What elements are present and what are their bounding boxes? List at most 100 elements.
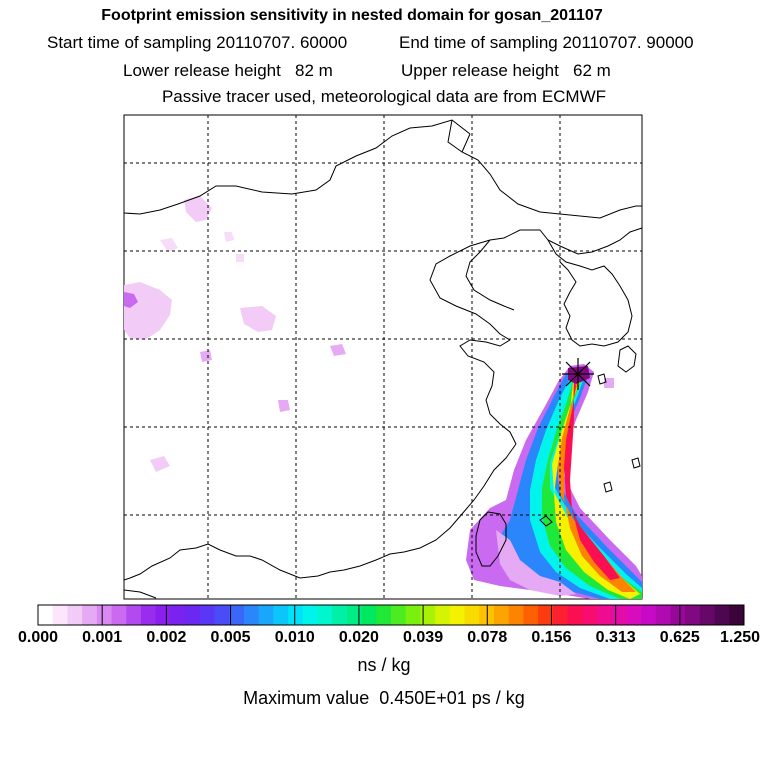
colorbar-cell (582, 605, 598, 625)
start-sampling-time: Start time of sampling 20110707. 60000 (47, 33, 348, 52)
border-korea-china (429, 227, 643, 341)
taiwan-island (475, 511, 507, 567)
patch-west-core (124, 292, 138, 308)
colorbar-cell (111, 605, 127, 625)
colorbar-cell (155, 605, 171, 625)
colorbar-cell (317, 605, 333, 625)
colorbar-cell (126, 605, 142, 625)
colorbar (37, 604, 745, 626)
colorbar-tick-label: 0.005 (210, 629, 251, 646)
colorbar-cell (493, 605, 510, 625)
colorbar-cell (405, 605, 421, 625)
tracer-note: Passive tracer used, meteorological data… (161, 87, 607, 106)
patch-small-5 (278, 400, 290, 412)
coast-bohai (465, 239, 515, 311)
colorbar-tick-label: 0.000 (17, 629, 59, 646)
colorbar-tick-label: 0.020 (338, 629, 379, 646)
japan-islet-3 (597, 373, 607, 385)
patch-small-1 (160, 238, 178, 252)
colorbar-cell (435, 605, 451, 625)
colorbar-tick-label: 0.002 (146, 629, 187, 646)
plume-blue (498, 368, 642, 599)
lower-release-height: Lower release height 82 m (123, 61, 333, 80)
colorbar-cell (596, 605, 613, 625)
colorbar-tick-label: 1.250 (719, 629, 761, 646)
end-sampling-time: End time of sampling 20110707. 90000 (399, 33, 694, 52)
patch-small-3 (200, 350, 212, 362)
colorbar-cell (140, 605, 157, 625)
colorbar-tick-label: 0.156 (531, 629, 572, 646)
japan-islet-1 (631, 457, 641, 469)
receptor-marker (562, 358, 594, 390)
colorbar-units: ns / kg (357, 655, 411, 675)
patch-west-large (124, 282, 172, 340)
colorbar-cell (714, 605, 730, 625)
colorbar-cell (626, 605, 642, 625)
colorbar-cell (361, 605, 377, 625)
colorbar-cell (229, 605, 245, 625)
colorbar-cell (273, 605, 289, 625)
colorbar-tick-label: 0.313 (595, 629, 636, 646)
japan-islet-2 (603, 481, 613, 493)
colorbar-cell (346, 605, 363, 625)
colorbar-cell (82, 605, 98, 625)
patch-north (184, 196, 212, 222)
colorbar-cell (52, 605, 68, 625)
colorbar-cell (567, 605, 583, 625)
colorbar-cell (729, 605, 745, 625)
graticule (124, 115, 642, 599)
border-mongolia (123, 119, 471, 215)
colorbar-ticks (37, 605, 745, 625)
patch-small-2 (224, 232, 234, 242)
colorbar-cell (449, 605, 466, 625)
plume-taiwan-shadow (496, 530, 576, 596)
colorbar-cell (552, 605, 568, 625)
colorbar-cell (655, 605, 671, 625)
colorbar-tick-label: 0.078 (467, 629, 508, 646)
colorbar-cell (243, 605, 260, 625)
colorbar-cell (302, 605, 318, 625)
colorbar-cell (185, 605, 201, 625)
maximum-value: Maximum value 0.450E+01 ps / kg (243, 688, 525, 708)
coast-east-china (123, 443, 517, 581)
patch-west-mid (240, 306, 276, 332)
colorbar-cell (670, 605, 686, 625)
japan-kyushu (617, 345, 637, 373)
colorbar-cell (67, 605, 83, 625)
upper-release-height: Upper release height 62 m (401, 61, 611, 80)
colorbar-cell (538, 605, 554, 625)
colorbar-cell (464, 605, 480, 625)
south-coast-bit (539, 515, 553, 527)
coast-shandong (459, 339, 517, 445)
colorbar-cell (214, 605, 230, 625)
patch-small-4 (330, 344, 346, 356)
colorbar-cell (376, 605, 392, 625)
colorbar-cell (699, 605, 716, 625)
coastlines (123, 119, 643, 599)
colorbar-cell (420, 605, 436, 625)
coast-manchuria (461, 133, 471, 153)
plume-yellow (552, 374, 640, 599)
colorbar-tick-label: 0.001 (82, 629, 123, 646)
patch-east-small (604, 378, 614, 388)
border-east (447, 119, 642, 219)
colorbar-cell (523, 605, 539, 625)
colorbar-cell (685, 605, 701, 625)
colorbar-cell (38, 605, 54, 625)
colorbar-cell (391, 605, 407, 625)
colorbar-cell (641, 605, 657, 625)
patch-small-7 (236, 254, 244, 262)
colorbar-cell (288, 605, 304, 625)
chart-title: Footprint emission sensitivity in nested… (101, 7, 603, 24)
korea-peninsula (547, 239, 633, 347)
hainan-coast (123, 589, 157, 599)
colorbar-cell (96, 605, 113, 625)
patch-small-6 (150, 456, 170, 472)
colorbar-cell (508, 605, 524, 625)
weak-sensitivity-patches (124, 196, 614, 472)
colorbar-tick-label: 0.039 (403, 629, 444, 646)
plume-red (564, 378, 620, 580)
colorbar-cell (611, 605, 627, 625)
colorbar-cell (199, 605, 215, 625)
